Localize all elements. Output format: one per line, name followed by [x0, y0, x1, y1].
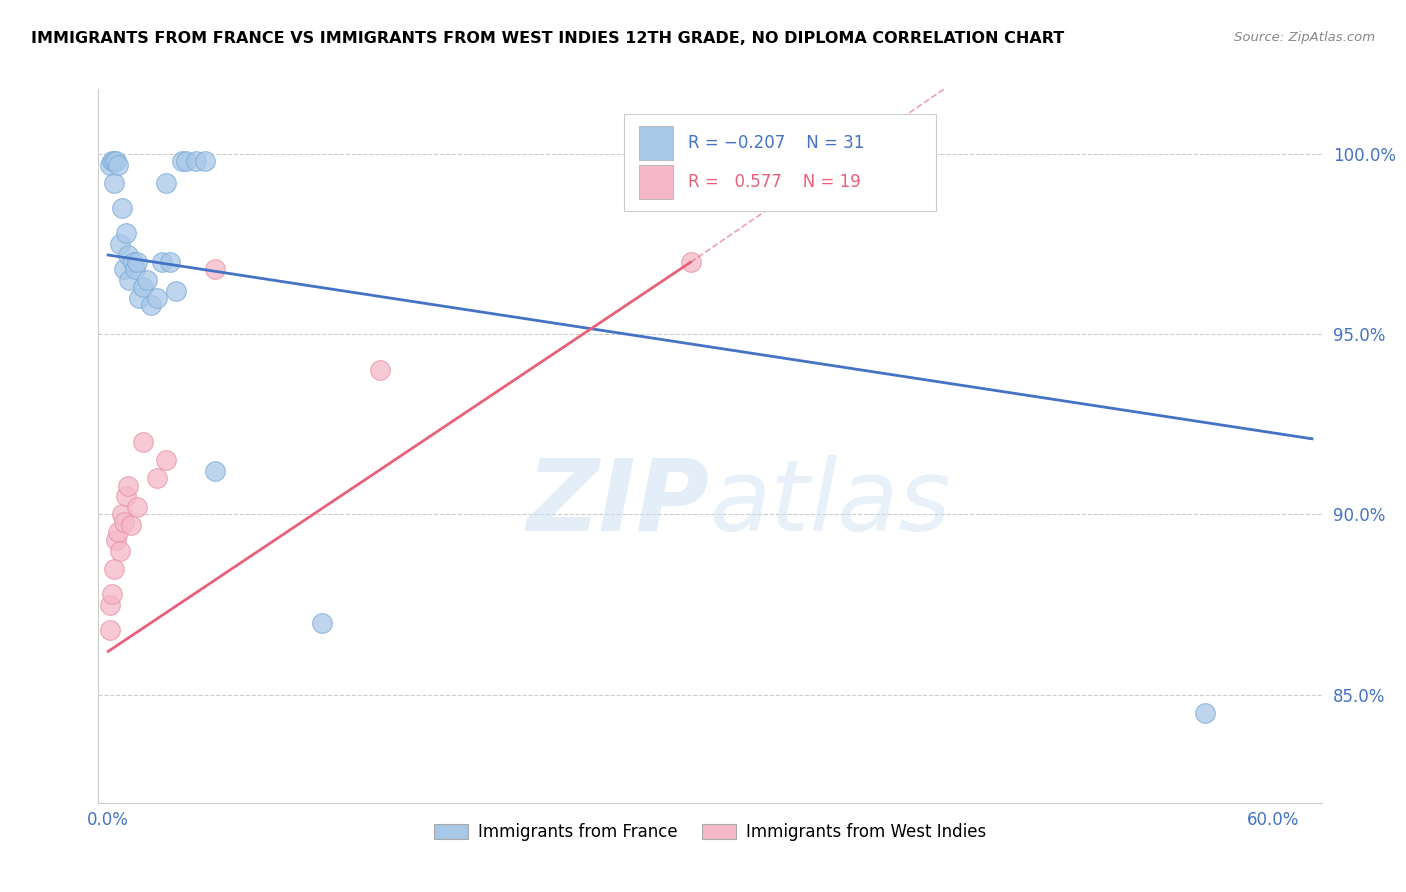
Point	[145, 471, 167, 485]
Text: atlas: atlas	[710, 455, 952, 551]
Point	[107, 158, 129, 172]
Point	[122, 255, 145, 269]
Point	[204, 464, 226, 478]
Text: ZIP: ZIP	[527, 455, 710, 551]
Point	[103, 154, 125, 169]
Point	[103, 561, 125, 575]
Point	[128, 291, 150, 305]
Point	[184, 154, 207, 169]
Text: R =   0.577    N = 19: R = 0.577 N = 19	[688, 173, 860, 191]
Point	[127, 500, 149, 515]
Point	[112, 262, 135, 277]
FancyBboxPatch shape	[624, 114, 936, 211]
Point	[112, 515, 135, 529]
Point	[104, 533, 127, 547]
Point	[194, 154, 217, 169]
Bar	[640, 165, 673, 199]
Point	[152, 255, 174, 269]
Text: IMMIGRANTS FROM FRANCE VS IMMIGRANTS FROM WEST INDIES 12TH GRADE, NO DIPLOMA COR: IMMIGRANTS FROM FRANCE VS IMMIGRANTS FRO…	[31, 31, 1064, 46]
Point	[368, 363, 391, 377]
Point	[127, 255, 149, 269]
Point	[132, 435, 155, 450]
Point	[311, 615, 333, 630]
Point	[136, 273, 159, 287]
Point	[132, 280, 155, 294]
Point	[120, 518, 142, 533]
Point	[1194, 706, 1216, 720]
Point	[114, 490, 136, 504]
Text: Source: ZipAtlas.com: Source: ZipAtlas.com	[1234, 31, 1375, 45]
Point	[103, 176, 125, 190]
Point	[117, 248, 139, 262]
Point	[111, 201, 134, 215]
Point	[145, 291, 167, 305]
Point	[679, 255, 702, 269]
Point	[170, 154, 193, 169]
Point	[98, 158, 121, 172]
Text: R = −0.207    N = 31: R = −0.207 N = 31	[688, 134, 865, 152]
Point	[108, 543, 131, 558]
Point	[117, 478, 139, 492]
Point	[204, 262, 226, 277]
Point	[114, 227, 136, 241]
Point	[159, 255, 181, 269]
Point	[124, 262, 146, 277]
Point	[174, 154, 197, 169]
Point	[155, 453, 177, 467]
Point	[118, 273, 141, 287]
Point	[111, 508, 134, 522]
Point	[139, 298, 162, 312]
Point	[155, 176, 177, 190]
Point	[101, 587, 124, 601]
Point	[107, 525, 129, 540]
Point	[108, 237, 131, 252]
Point	[165, 284, 187, 298]
Point	[101, 154, 124, 169]
Legend: Immigrants from France, Immigrants from West Indies: Immigrants from France, Immigrants from …	[427, 817, 993, 848]
Point	[98, 598, 121, 612]
Bar	[640, 126, 673, 160]
Point	[98, 623, 121, 637]
Point	[104, 154, 127, 169]
